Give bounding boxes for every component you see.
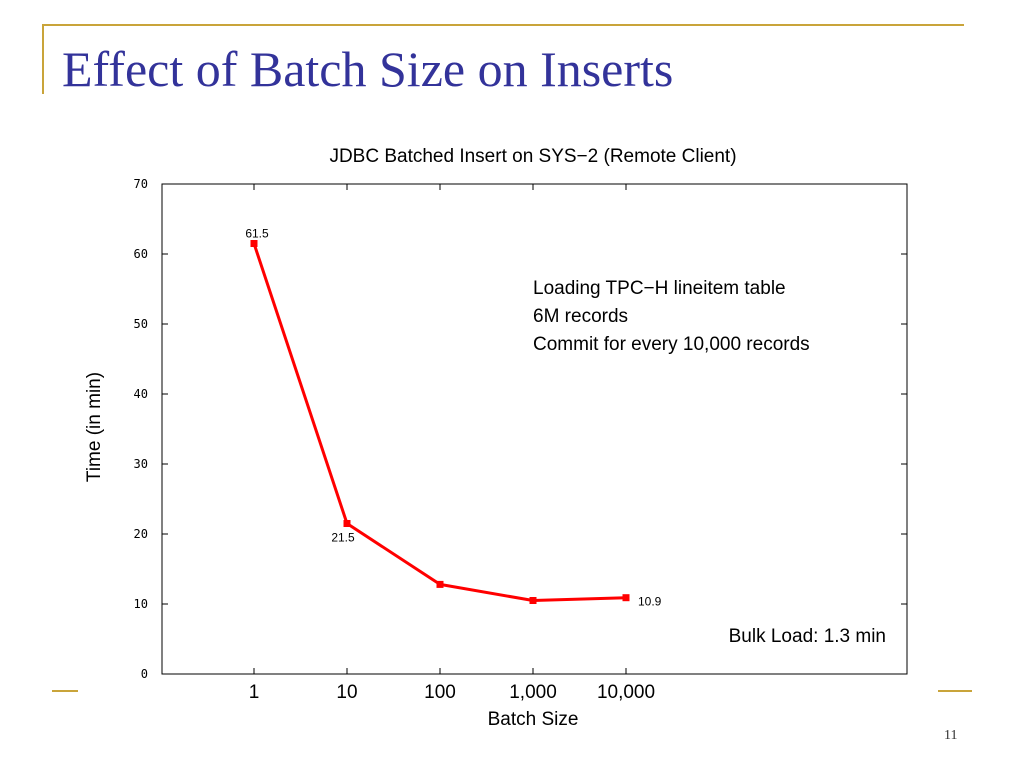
- annotation-box: Loading TPC−H lineitem table 6M records …: [533, 278, 810, 355]
- y-tick-label: 60: [134, 247, 148, 261]
- y-tick-label: 70: [134, 177, 148, 191]
- data-point: [436, 580, 444, 588]
- y-tick-label: 20: [134, 527, 148, 541]
- slide-title: Effect of Batch Size on Inserts: [62, 41, 674, 97]
- y-tick-label: 10: [134, 597, 148, 611]
- plot-frame: [161, 183, 908, 675]
- y-axis: 0 10 20 30 40 50 60 70: [134, 177, 907, 681]
- slide-number: 11: [944, 728, 958, 743]
- x-axis-label: Batch Size: [488, 709, 579, 730]
- y-tick-label: 0: [141, 667, 148, 681]
- series-layer: [250, 240, 630, 604]
- y-axis-label: Time (in min): [84, 372, 105, 482]
- data-label: 10.9: [638, 595, 662, 609]
- chart-title: JDBC Batched Insert on SYS−2 (Remote Cli…: [329, 146, 736, 167]
- y-tick-label: 30: [134, 457, 148, 471]
- frame-top-rule: [42, 24, 964, 26]
- footer-rule-right: [938, 690, 972, 692]
- x-tick-label: 1,000: [509, 682, 557, 703]
- data-labels: 61.5 21.5 10.9: [245, 227, 661, 609]
- x-tick-label: 100: [424, 682, 456, 703]
- annotation-line: Loading TPC−H lineitem table: [533, 278, 786, 299]
- x-tick-label: 1: [249, 682, 260, 703]
- x-axis: 1 10 100 1,000 10,000: [249, 184, 655, 703]
- data-label: 21.5: [331, 531, 355, 545]
- data-point: [250, 240, 258, 247]
- x-tick-label: 10,000: [597, 682, 655, 703]
- y-tick-label: 50: [134, 317, 148, 331]
- data-point: [529, 597, 537, 604]
- frame-left-rule: [42, 24, 44, 94]
- annotation-line: 6M records: [533, 306, 628, 327]
- y-tick-label: 40: [134, 387, 148, 401]
- data-label: 61.5: [245, 227, 269, 241]
- bulk-load-note: Bulk Load: 1.3 min: [729, 626, 886, 647]
- data-point: [622, 594, 630, 602]
- annotation-line: Commit for every 10,000 records: [533, 334, 810, 355]
- data-point: [343, 520, 351, 527]
- x-tick-label: 10: [336, 682, 357, 703]
- footer-rule-left: [52, 690, 78, 692]
